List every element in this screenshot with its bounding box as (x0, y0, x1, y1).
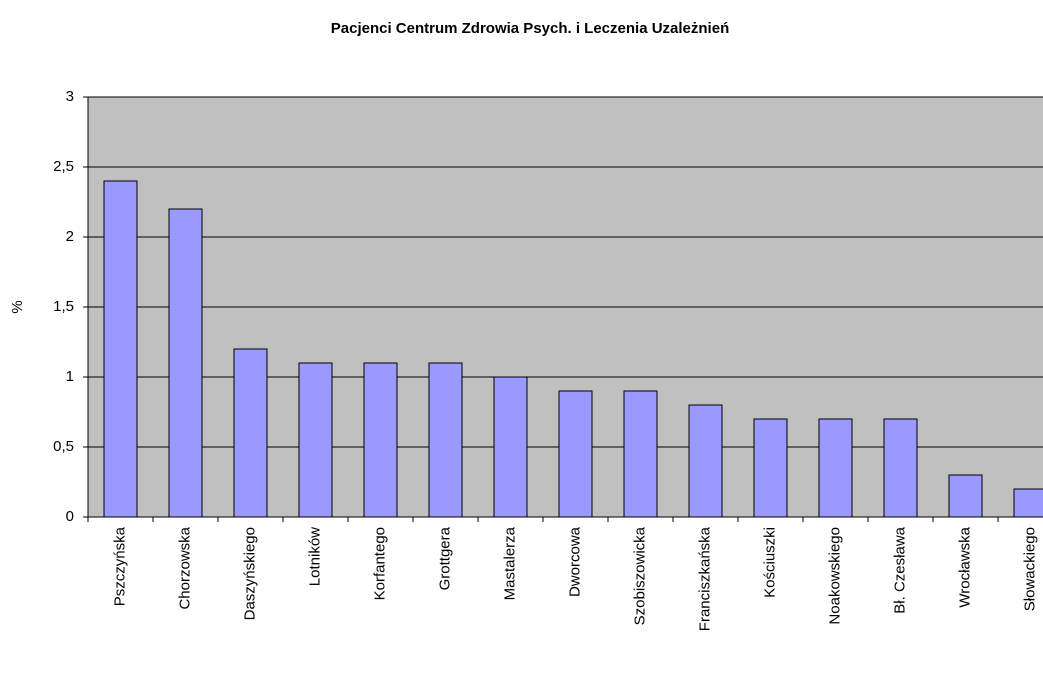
bar (688, 404, 723, 518)
y-tick-label: 3 (66, 88, 74, 105)
x-tick-label: Mastalerza (501, 526, 518, 600)
x-tick-label: Dworcowa (566, 526, 583, 597)
bar (1013, 488, 1043, 518)
x-tick-label: Bł. Czesława (891, 526, 908, 613)
bar (428, 362, 463, 518)
x-tick-label: Chorzowska (176, 526, 193, 609)
bar (623, 390, 658, 518)
bar (298, 362, 333, 518)
bar (818, 418, 853, 518)
x-tick-label: Franciszkańska (696, 526, 713, 631)
x-tick-label: Grottgera (436, 526, 453, 590)
x-tick-label: Daszyńskiego (241, 527, 258, 620)
x-tick-label: Szobiszowicka (631, 526, 648, 625)
y-tick-label: 0 (66, 508, 74, 525)
y-axis-label: % (9, 300, 26, 313)
x-tick-label: Słowackiego (1021, 527, 1038, 611)
bar (753, 418, 788, 518)
chart-title: Pacjenci Centrum Zdrowia Psych. i Leczen… (331, 20, 729, 37)
x-tick-label: Noakowskiego (826, 527, 843, 625)
y-tick-label: 2 (66, 228, 74, 245)
bar (233, 348, 268, 518)
bar (168, 208, 203, 518)
bar (493, 376, 528, 518)
x-tick-label: Lotników (306, 527, 323, 586)
y-tick-label: 2,5 (53, 158, 74, 175)
x-tick-label: Wrocławska (956, 526, 973, 607)
bar (363, 362, 398, 518)
bar (948, 474, 983, 518)
bar (558, 390, 593, 518)
x-tick-label: Pszczyńska (111, 526, 128, 606)
y-tick-label: 0,5 (53, 438, 74, 455)
y-tick-label: 1,5 (53, 298, 74, 315)
bar (103, 180, 138, 518)
x-tick-label: Kościuszki (761, 527, 778, 598)
x-tick-label: Korfantego (371, 527, 388, 600)
bar (883, 418, 918, 518)
y-tick-label: 1 (66, 368, 74, 385)
